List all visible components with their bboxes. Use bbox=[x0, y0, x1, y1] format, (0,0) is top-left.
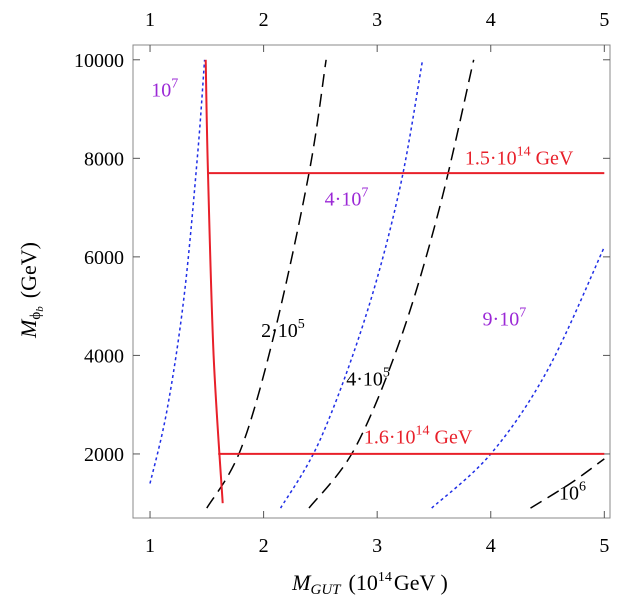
x-top-tick-label: 1 bbox=[145, 9, 155, 31]
contour-label-red-2: 1.6·1014 GeV bbox=[364, 424, 473, 449]
contour-label-black-2: 4·105 bbox=[346, 365, 390, 390]
x-top-tick-label: 2 bbox=[259, 9, 269, 31]
series-black-dashed-1e6 bbox=[530, 458, 605, 509]
annotation-layer: 107 4·107 9·107 2·105 4·105 106 1.5·1014 GeV 1.… bbox=[151, 77, 586, 505]
contour-label-black-3: 106 bbox=[559, 479, 586, 504]
x-tick-label: 1 bbox=[145, 535, 155, 557]
x-top-tick-label: 5 bbox=[599, 9, 609, 31]
x-axis-title: MGUT (1014GeV ) bbox=[291, 570, 448, 598]
contour-label-black-1: 2·105 bbox=[261, 317, 305, 342]
y-tick-label: 4000 bbox=[84, 345, 124, 367]
series-blue-dotted-9e7 bbox=[431, 246, 605, 509]
contour-label-red-1: 1.5·1014 GeV bbox=[465, 145, 574, 170]
series-red-solid-red-steep bbox=[204, 59, 224, 504]
y-tick-label: 8000 bbox=[84, 148, 124, 170]
y-axis-title: Mϕb(GeV) bbox=[16, 242, 46, 339]
contour-label-blue-2: 4·107 bbox=[325, 186, 369, 211]
series-black-dashed-4e5 bbox=[308, 59, 475, 509]
contour-label-blue-1: 107 bbox=[151, 77, 178, 102]
x-top-tick-label: 4 bbox=[486, 9, 496, 31]
ticks-layer: 1 1 2 2 3 3 4 4 5 5 2000 4000 6000 8000 10000 bbox=[74, 9, 610, 557]
series-black-dashed-2e5 bbox=[206, 59, 327, 509]
x-tick-label: 3 bbox=[372, 535, 382, 557]
y-tick-label: 2000 bbox=[84, 444, 124, 466]
y-axis-title-group: Mϕb(GeV) bbox=[16, 242, 46, 339]
contour-label-blue-3: 9·107 bbox=[483, 305, 527, 330]
plot-frame bbox=[132, 44, 611, 519]
y-tick-label: 10000 bbox=[74, 50, 124, 72]
x-tick-label: 4 bbox=[486, 535, 496, 557]
y-tick-label: 6000 bbox=[84, 247, 124, 269]
series-blue-dotted-1e7 bbox=[149, 59, 206, 484]
series-blue-dotted-4e7 bbox=[279, 59, 424, 509]
series-layer bbox=[149, 59, 605, 509]
x-tick-label: 2 bbox=[259, 535, 269, 557]
x-top-tick-label: 3 bbox=[372, 9, 382, 31]
x-tick-label: 5 bbox=[599, 535, 609, 557]
